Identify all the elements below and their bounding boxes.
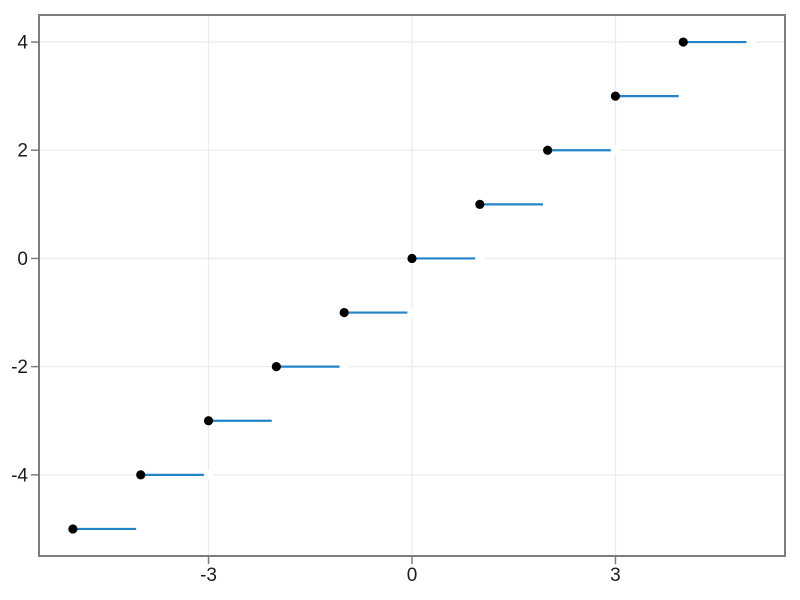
open-endpoints: [136, 37, 756, 534]
open-endpoint: [475, 253, 485, 264]
open-endpoint: [678, 91, 688, 101]
axes-frame: [38, 14, 786, 557]
x-tick-label: -3: [200, 565, 217, 586]
data-point: [203, 416, 214, 426]
open-endpoint: [407, 307, 417, 318]
data-point: [339, 307, 349, 318]
open-endpoint: [746, 37, 756, 47]
data-point: [407, 253, 417, 264]
y-tick-label: 4: [17, 33, 28, 54]
data-point: [68, 524, 78, 534]
y-tick-label: -4: [11, 465, 28, 486]
series-data-points: [68, 37, 688, 534]
open-endpoint: [203, 470, 214, 480]
data-point: [610, 91, 621, 101]
open-endpoint: [136, 524, 146, 534]
y-tick-label: -2: [11, 357, 28, 378]
y-tick-label: 2: [17, 141, 28, 162]
open-endpoint: [610, 145, 621, 155]
series-step-segments: [72, 40, 752, 531]
data-point: [271, 362, 281, 372]
x-tick-label: 0: [407, 565, 418, 586]
axis-tick-labels: -3 0 3 -4 -2 0 2 4: [11, 33, 621, 586]
data-point: [543, 145, 553, 155]
open-endpoint: [542, 199, 553, 210]
data-point: [475, 199, 485, 209]
x-tick-label: 3: [610, 565, 621, 586]
plot-frame: [38, 14, 786, 557]
y-tick-label: 0: [17, 249, 28, 270]
axis-ticks: [31, 41, 617, 564]
data-point: [136, 470, 146, 480]
data-point: [678, 37, 688, 47]
open-endpoint: [271, 416, 282, 426]
open-endpoint: [339, 361, 349, 372]
